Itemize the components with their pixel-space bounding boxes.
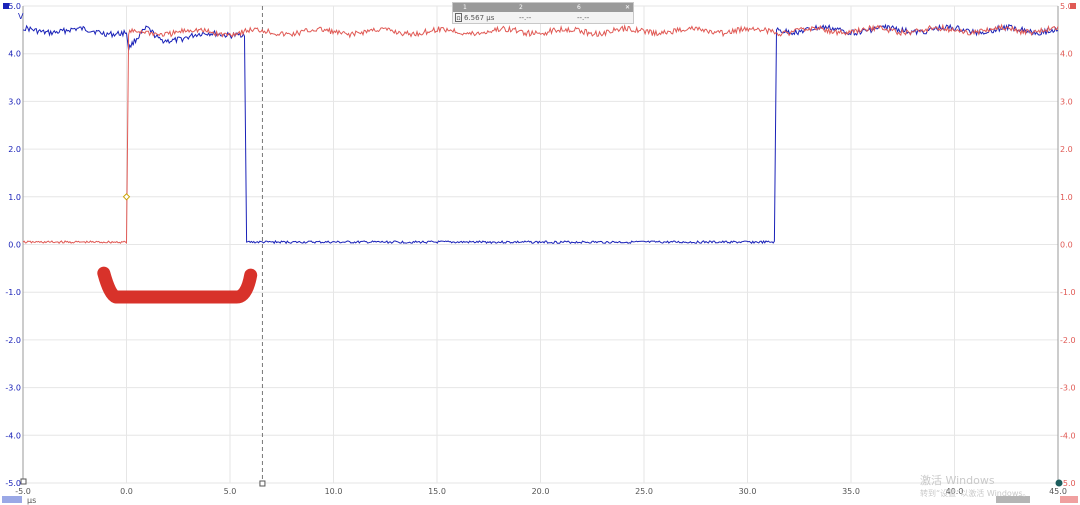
x-tick-label: 25.0	[635, 487, 653, 496]
y-tick-label-left: -5.0	[5, 479, 21, 488]
y-tick-label-left: 1.0	[8, 193, 21, 202]
x-tick-label: -5.0	[15, 487, 31, 496]
y-tick-label-left: -4.0	[5, 431, 21, 440]
measurement-value-1: 6.567 µs	[464, 14, 495, 22]
x-tick-label: 30.0	[739, 487, 757, 496]
x-tick-label: 35.0	[842, 487, 860, 496]
measurement-col-3: 6	[577, 4, 581, 11]
channel-b-marker-top[interactable]	[1070, 3, 1076, 9]
x-unit-label: µs	[27, 496, 36, 505]
time-cursor-handle[interactable]	[259, 480, 266, 487]
y-tick-label-left: 4.0	[8, 50, 21, 59]
x-tick-label: 40.0	[946, 487, 964, 496]
measurement-col-1: 1	[463, 4, 467, 11]
y-tick-label-right: -1.0	[1060, 288, 1076, 297]
x-tick-label: 15.0	[428, 487, 446, 496]
channel-a-marker-top[interactable]	[3, 3, 9, 9]
measurement-col-2: 2	[519, 4, 523, 11]
trace-series-2	[22, 23, 1059, 244]
x-ruler-handle-left[interactable]	[20, 478, 27, 485]
y-tick-label-left: -2.0	[5, 336, 21, 345]
channel-b-chip-bottom[interactable]	[1060, 496, 1078, 503]
y-tick-label-right: 4.0	[1060, 50, 1073, 59]
ruler-handle-dot[interactable]	[1055, 479, 1063, 487]
left-unit-label: V	[18, 12, 24, 21]
y-tick-label-right: 1.0	[1060, 193, 1073, 202]
y-tick-label-right: 5.0	[1060, 2, 1073, 11]
y-tick-labels-right: 5.0 4.0 3.0 2.0 1.0 0.0 -1.0 -2.0 -3.0 -4.0 -5.0	[1060, 2, 1076, 488]
measurement-panel[interactable]: 1 2 6 ✕ Ω 6.567 µs --.-- --.--	[452, 2, 634, 24]
y-tick-labels-left: 5.0 4.0 3.0 2.0 1.0 0.0 -1.0 -2.0 -3.0 -4.0 -5.0	[5, 2, 21, 488]
watermark-line-2: 转到“设置”以激活 Windows。	[920, 489, 1031, 498]
y-tick-label-left: -1.0	[5, 288, 21, 297]
y-tick-label-left: 0.0	[8, 241, 21, 250]
close-icon[interactable]: ✕	[624, 4, 630, 11]
y-tick-label-right: 2.0	[1060, 145, 1073, 154]
y-tick-label-right: -4.0	[1060, 431, 1076, 440]
trigger-marker[interactable]	[122, 193, 131, 201]
y-tick-label-left: 2.0	[8, 145, 21, 154]
y-tick-label-left: 3.0	[8, 97, 21, 106]
measurement-value-2: --.--	[519, 14, 532, 22]
x-tick-label: 10.0	[325, 487, 343, 496]
y-tick-label-left: -3.0	[5, 384, 21, 393]
hand-drawn-annotation	[97, 266, 258, 304]
traces	[22, 23, 1059, 245]
grid	[22, 5, 1059, 484]
windows-activation-watermark: 激活 Windows 转到“设置”以激活 Windows。	[920, 472, 1031, 499]
y-tick-label-right: -3.0	[1060, 384, 1076, 393]
y-tick-label-right: -5.0	[1060, 479, 1076, 488]
measurement-header: 1 2 6 ✕	[453, 3, 633, 12]
channel-a-chip-bottom[interactable]	[2, 496, 22, 503]
watermark-line-1: 激活 Windows	[920, 474, 995, 487]
y-tick-label-left: 5.0	[8, 2, 21, 11]
measurement-row: Ω 6.567 µs --.-- --.--	[453, 13, 633, 23]
y-tick-label-right: 3.0	[1060, 97, 1073, 106]
row-marker: Ω	[455, 13, 462, 22]
y-tick-label-right: -2.0	[1060, 336, 1076, 345]
x-tick-label: 0.0	[120, 487, 133, 496]
x-tick-labels: -5.0 0.0 5.0 10.0 15.0 20.0 25.0 30.0 35.0 40.0 45…	[15, 487, 1067, 496]
trace-series-1	[22, 23, 1059, 245]
x-tick-label: 5.0	[224, 487, 237, 496]
measurement-value-3: --.--	[577, 14, 590, 22]
y-tick-label-right: 0.0	[1060, 241, 1073, 250]
scale-chip-bottom[interactable]	[996, 496, 1030, 503]
x-tick-label: 45.0	[1049, 487, 1067, 496]
x-tick-label: 20.0	[532, 487, 550, 496]
